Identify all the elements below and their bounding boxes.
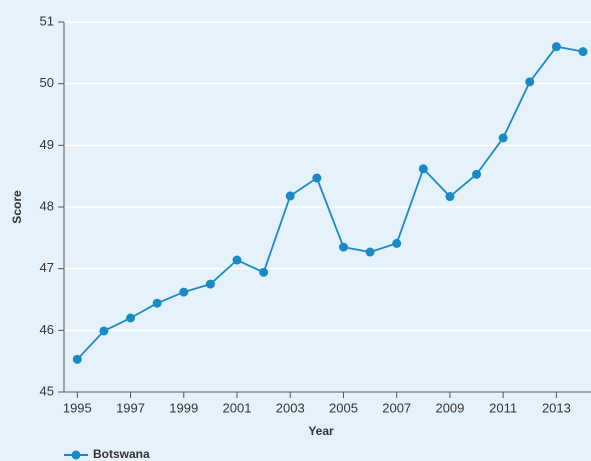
x-tick-label: 2003 <box>276 400 305 415</box>
y-tick-label: 48 <box>40 198 54 213</box>
x-tick-label: 2005 <box>329 400 358 415</box>
data-point <box>472 169 482 179</box>
data-point <box>285 191 295 201</box>
data-point <box>498 133 508 143</box>
data-point <box>99 326 109 336</box>
data-point <box>578 47 588 57</box>
x-tick-label: 2013 <box>542 400 571 415</box>
x-tick-label: 1999 <box>169 400 198 415</box>
x-tick-label: 2011 <box>489 400 517 415</box>
y-tick-label: 51 <box>40 13 54 28</box>
data-point <box>338 242 348 252</box>
data-point <box>418 164 428 174</box>
data-point <box>445 192 455 202</box>
data-point <box>205 279 215 289</box>
x-tick-label: 2001 <box>223 400 252 415</box>
legend-marker <box>71 450 81 460</box>
y-tick-label: 47 <box>40 260 54 275</box>
x-tick-label: 2007 <box>382 400 411 415</box>
data-point <box>365 247 375 257</box>
data-point <box>179 287 189 297</box>
x-tick-label: 1995 <box>63 400 92 415</box>
data-point <box>232 255 242 265</box>
y-tick-label: 46 <box>40 322 54 337</box>
y-tick-label: 50 <box>40 75 54 90</box>
data-point <box>72 354 82 364</box>
x-tick-label: 1997 <box>116 400 145 415</box>
data-point <box>312 173 322 183</box>
y-axis-label: Score <box>10 190 24 224</box>
y-tick-label: 45 <box>40 383 54 398</box>
x-axis-label: Year <box>308 424 334 438</box>
data-point <box>126 313 136 323</box>
series-line <box>76 45 584 360</box>
legend-label: Botswana <box>93 447 150 461</box>
data-point <box>392 238 402 248</box>
data-point <box>551 42 561 52</box>
x-tick-label: 2009 <box>435 400 464 415</box>
y-tick-label: 49 <box>40 137 54 152</box>
data-point <box>152 298 162 308</box>
data-point <box>525 77 535 87</box>
data-point <box>259 267 269 277</box>
